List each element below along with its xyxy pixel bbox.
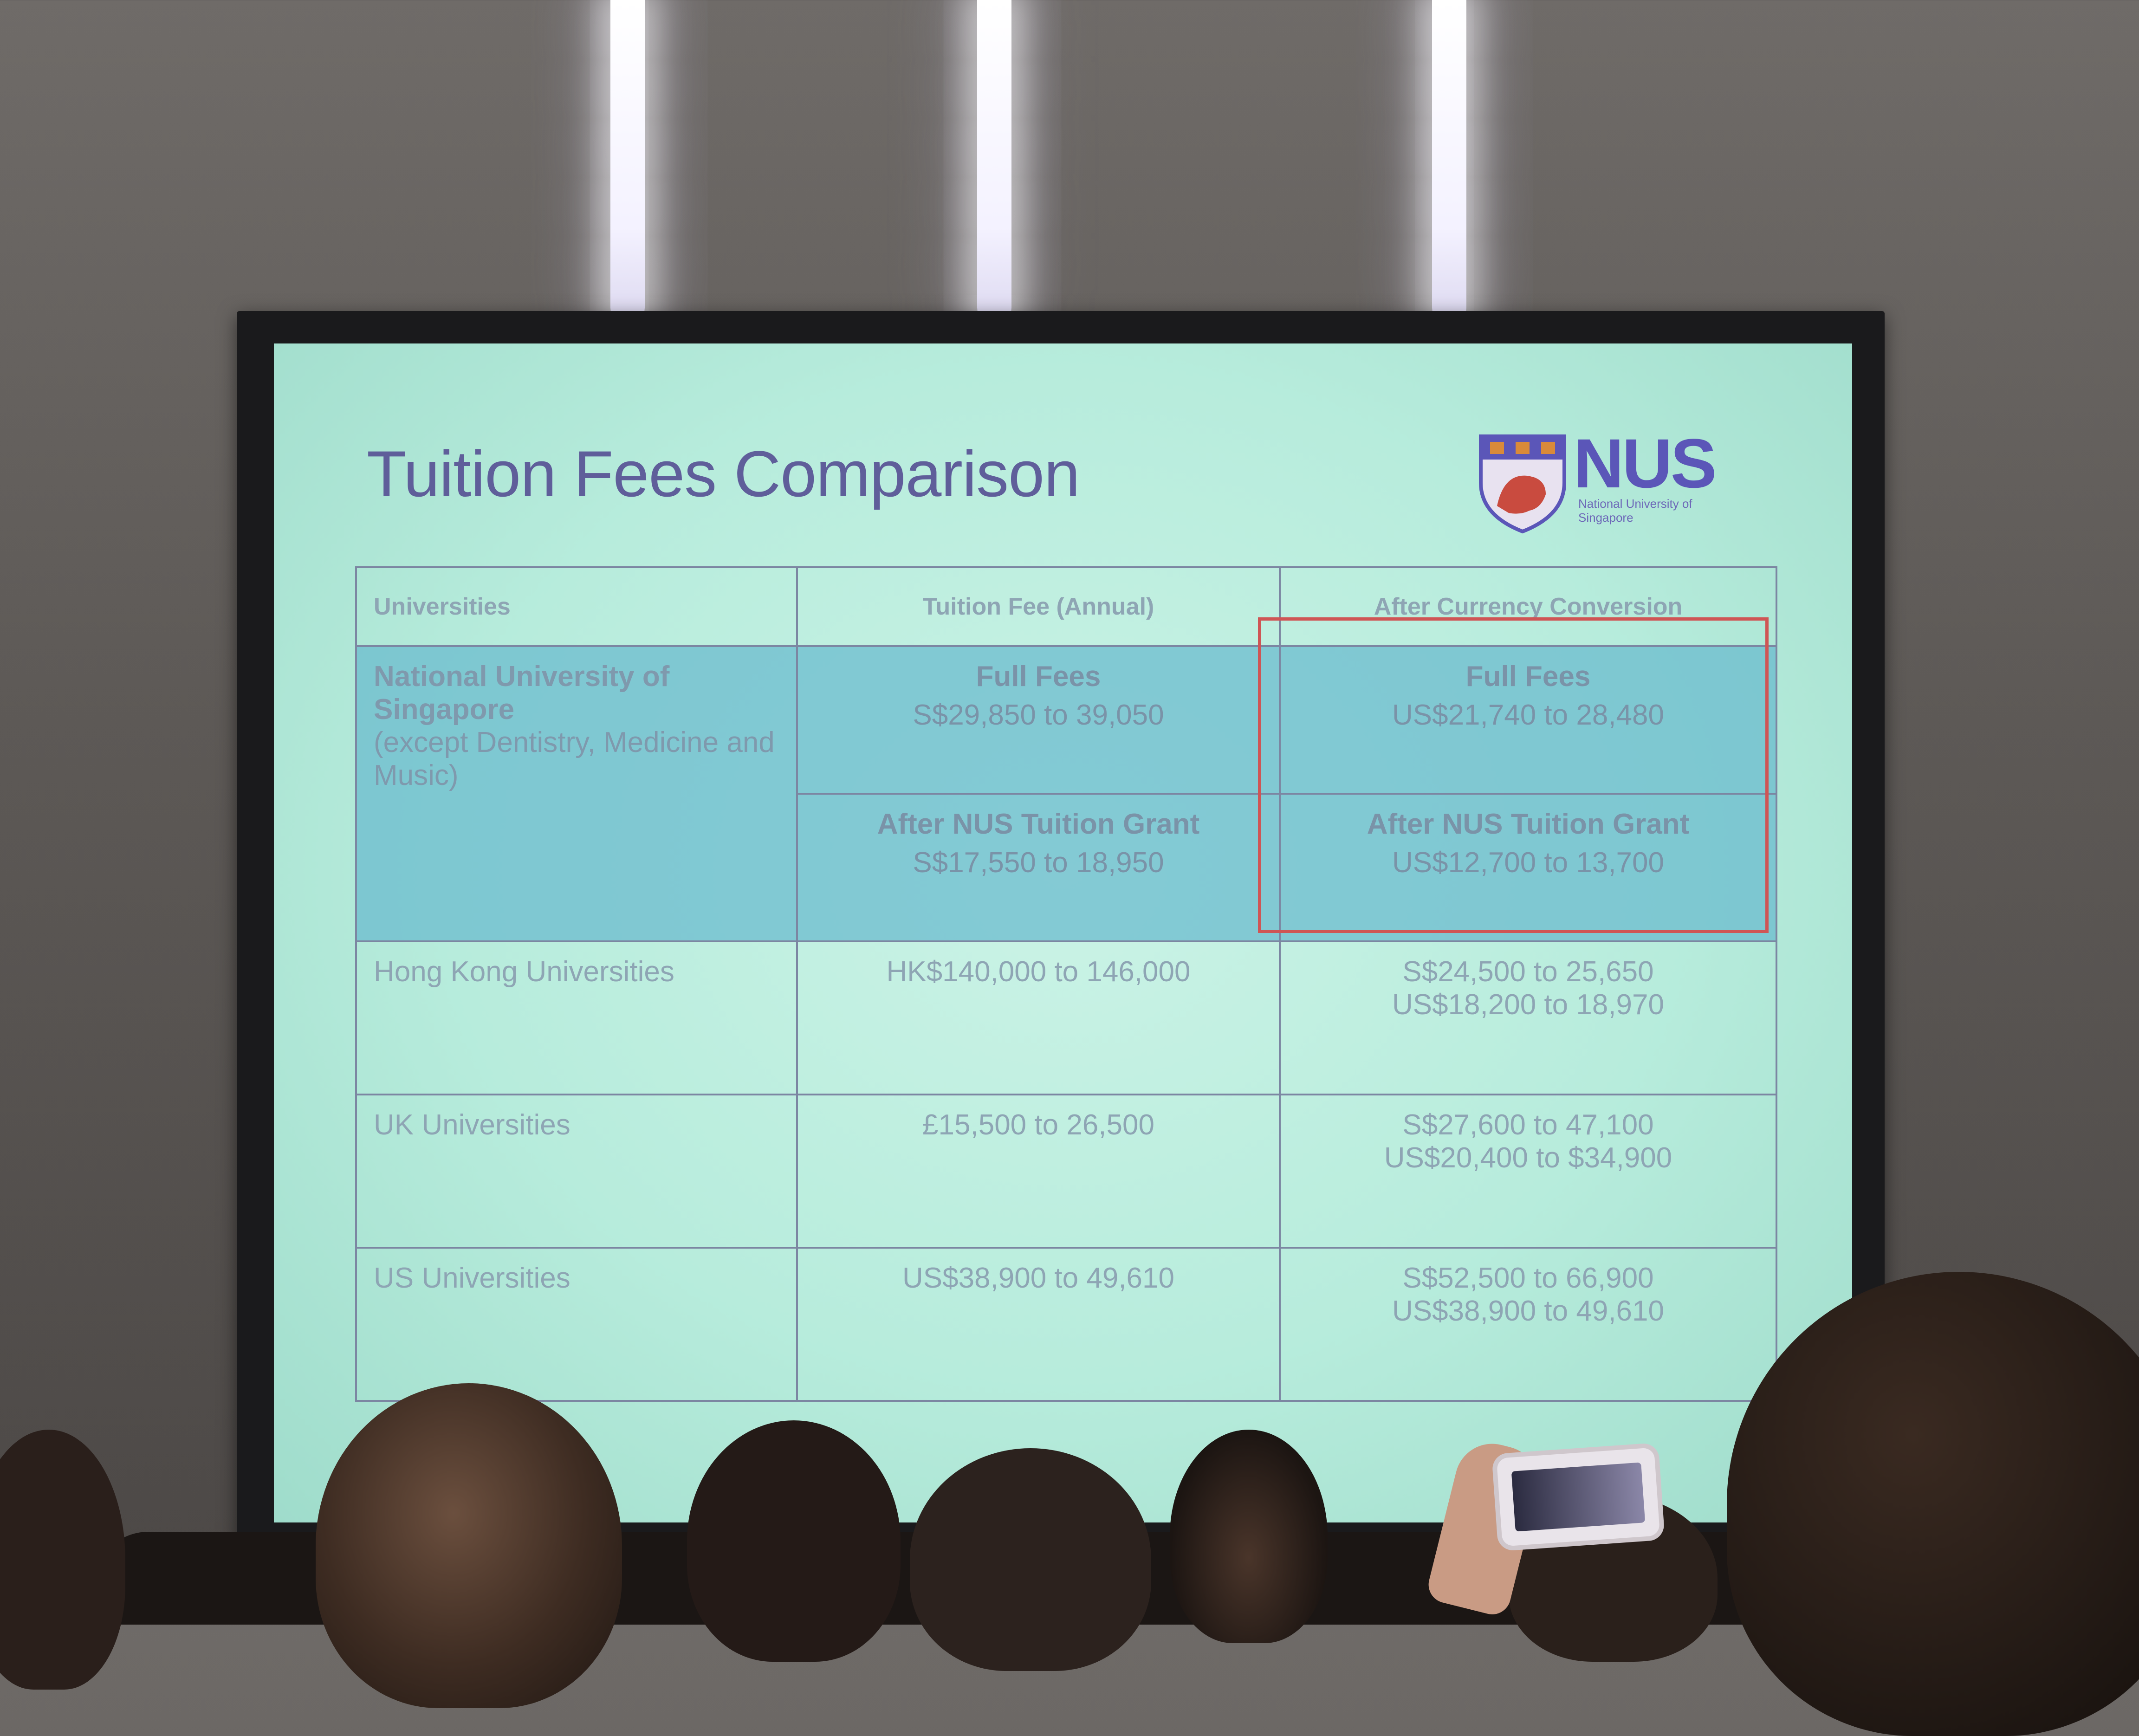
full-fees-label-converted: Full Fees: [1465, 661, 1591, 693]
nus-grant-converted-cell: After NUS Tuition Grant US$12,700 to 13,…: [1279, 793, 1777, 942]
converted-sgd: S$52,500 to 66,900: [1402, 1262, 1654, 1294]
ceiling-light: [610, 0, 645, 325]
fee-cell: £15,500 to 26,500: [796, 1094, 1281, 1249]
column-header-tuition-fee: Tuition Fee (Annual): [796, 566, 1281, 647]
table-row-nus-full: National University of Singapore (except…: [355, 645, 1777, 942]
full-fees-sgd: S$29,850 to 39,050: [913, 699, 1164, 731]
nus-grant-cell: After NUS Tuition Grant S$17,550 to 18,9…: [796, 793, 1281, 942]
ceiling-light: [977, 0, 1011, 325]
grant-sgd: S$17,550 to 18,950: [913, 847, 1164, 879]
audience-head: [910, 1448, 1151, 1671]
phone: [1496, 1447, 1660, 1547]
table-row: US Universities US$38,900 to 49,610 S$52…: [355, 1247, 1777, 1402]
university-cell: UK Universities: [355, 1094, 798, 1249]
university-cell: Hong Kong Universities: [355, 940, 798, 1095]
grant-usd: US$12,700 to 13,700: [1392, 847, 1665, 879]
ceiling-light: [1432, 0, 1466, 325]
table-row-nus-grant: After NUS Tuition Grant S$17,550 to 18,9…: [356, 793, 1777, 942]
logo-wordmark: NUS: [1574, 424, 1717, 502]
column-header-universities: Universities: [355, 566, 798, 647]
column-header-conversion: After Currency Conversion: [1279, 566, 1777, 647]
conversion-cell: S$24,500 to 25,650 US$18,200 to 18,970: [1279, 940, 1777, 1095]
audience-head: [687, 1420, 901, 1662]
logo-subtitle: National University of Singapore: [1578, 497, 1692, 525]
converted-usd: US$18,200 to 18,970: [1392, 989, 1665, 1021]
university-cell: US Universities: [355, 1247, 798, 1402]
audience-head: [0, 1430, 125, 1690]
table-row: Hong Kong Universities HK$140,000 to 146…: [355, 940, 1777, 1095]
phone-screen: [1511, 1462, 1646, 1532]
crest-icon: [1479, 434, 1566, 534]
nus-logo: NUS National University of Singapore: [1476, 424, 1745, 538]
full-fees-usd: US$21,740 to 28,480: [1392, 699, 1665, 731]
conversion-cell: S$27,600 to 47,100 US$20,400 to $34,900: [1279, 1094, 1777, 1249]
nus-note: (except Dentistry, Medicine and Music): [374, 726, 775, 791]
audience-head: [1170, 1430, 1328, 1643]
nus-university-cell: National University of Singapore (except…: [355, 645, 798, 942]
slide-title: Tuition Fees Comparison: [367, 437, 1080, 510]
conversion-cell: S$52,500 to 66,900 US$38,900 to 49,610: [1279, 1247, 1777, 1402]
fee-cell: US$38,900 to 49,610: [796, 1247, 1281, 1402]
grant-label: After NUS Tuition Grant: [877, 808, 1200, 840]
fee-cell: HK$140,000 to 146,000: [796, 940, 1281, 1095]
converted-usd: US$20,400 to $34,900: [1384, 1142, 1672, 1174]
presentation-slide: Tuition Fees Comparison NUS National Uni…: [274, 343, 1852, 1522]
nus-full-fees-cell: Full Fees S$29,850 to 39,050: [796, 645, 1281, 795]
grant-label-converted: After NUS Tuition Grant: [1367, 808, 1690, 840]
converted-sgd: S$27,600 to 47,100: [1402, 1109, 1654, 1141]
table-header-row: Universities Tuition Fee (Annual) After …: [355, 566, 1777, 647]
highlight-box: [1258, 617, 1769, 933]
converted-sgd: S$24,500 to 25,650: [1402, 956, 1654, 988]
tuition-fees-table: Universities Tuition Fee (Annual) After …: [355, 566, 1777, 1402]
converted-usd: US$38,900 to 49,610: [1392, 1295, 1665, 1327]
nus-full-fees-converted-cell: Full Fees US$21,740 to 28,480: [1279, 645, 1777, 795]
table-row: UK Universities £15,500 to 26,500 S$27,6…: [355, 1094, 1777, 1249]
full-fees-label: Full Fees: [976, 661, 1101, 693]
audience-head: [316, 1383, 622, 1708]
nus-name: National University of Singapore: [374, 661, 670, 725]
